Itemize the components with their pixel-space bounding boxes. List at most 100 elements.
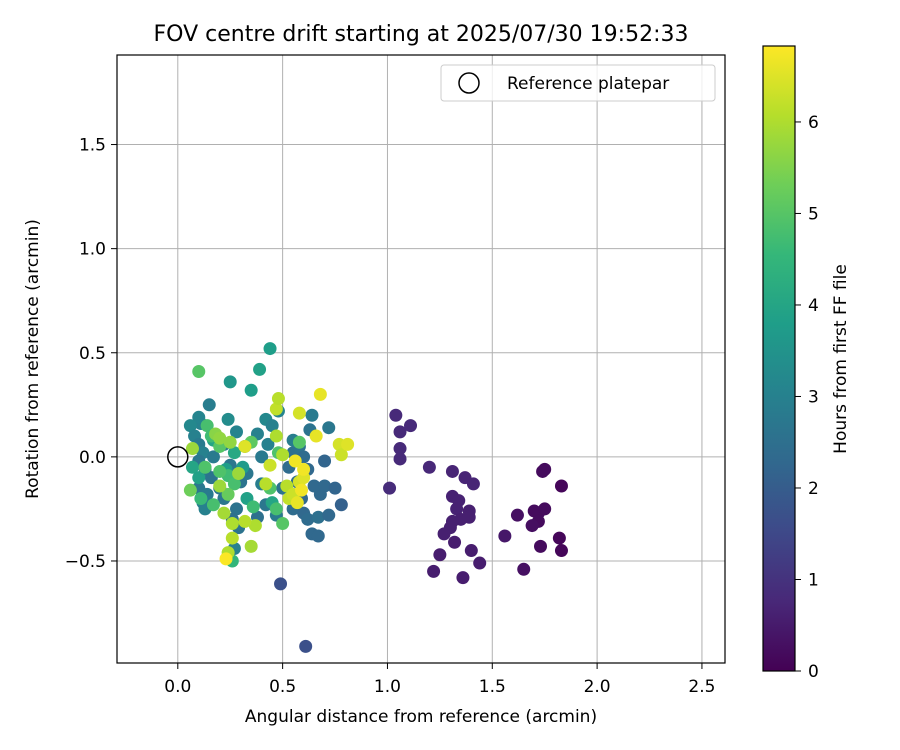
- scatter-point: [536, 464, 550, 478]
- scatter-point: [269, 402, 283, 416]
- scatter-point: [194, 492, 208, 506]
- colorbar-tick-label: 4: [808, 296, 819, 316]
- scatter-points: [183, 342, 568, 653]
- scatter-point: [263, 458, 277, 472]
- scatter-point: [219, 552, 233, 566]
- scatter-point: [238, 514, 252, 528]
- scatter-point: [462, 510, 476, 524]
- scatter-point: [393, 425, 407, 439]
- scatter-point: [259, 477, 273, 491]
- scatter-point: [297, 462, 311, 476]
- scatter-point: [383, 481, 397, 495]
- scatter-point: [227, 477, 241, 491]
- scatter-point: [276, 516, 290, 530]
- scatter-point: [271, 392, 285, 406]
- scatter-point: [217, 506, 231, 520]
- scatter-point: [498, 529, 512, 543]
- scatter-point: [292, 435, 306, 449]
- scatter-point: [427, 564, 441, 578]
- scatter-point: [213, 464, 227, 478]
- scatter-point: [213, 431, 227, 445]
- scatter-point: [244, 383, 258, 397]
- y-tick-label: 1.5: [79, 136, 106, 156]
- scatter-point: [255, 450, 269, 464]
- scatter-point: [238, 439, 252, 453]
- x-tick-label: 2.0: [584, 677, 611, 697]
- scatter-point: [318, 479, 332, 493]
- scatter-point: [322, 421, 336, 435]
- colorbar-gradient: [762, 45, 796, 672]
- scatter-point: [334, 448, 348, 462]
- scatter-point: [393, 442, 407, 456]
- scatter-point: [554, 544, 568, 558]
- scatter-point: [206, 498, 220, 512]
- scatter-point: [510, 508, 524, 522]
- x-tick-label: 0.5: [269, 677, 296, 697]
- colorbar-tick-label: 6: [808, 113, 819, 133]
- colorbar-title: Hours from first FF file: [831, 264, 851, 454]
- colorbar: 0 1 2 3 4 5 6 Hours from first FF file: [762, 45, 851, 682]
- scatter-point: [221, 412, 235, 426]
- scatter-point: [213, 479, 227, 493]
- colorbar-tick-label: 2: [808, 479, 819, 499]
- scatter-point: [221, 487, 235, 501]
- scatter-point: [269, 502, 283, 516]
- x-axis-title: Angular distance from reference (arcmin): [245, 707, 597, 727]
- y-axis-title: Rotation from reference (arcmin): [23, 219, 43, 499]
- scatter-point: [263, 342, 277, 356]
- scatter-point: [232, 467, 246, 481]
- scatter-point: [198, 460, 212, 474]
- scatter-point: [307, 479, 321, 493]
- scatter-point: [473, 556, 487, 570]
- scatter-point: [311, 529, 325, 543]
- scatter-point: [183, 419, 197, 433]
- y-tick-label: 0.0: [79, 448, 106, 468]
- y-axis: −0.5 0.0 0.5 1.0 1.5: [65, 136, 117, 572]
- scatter-point: [445, 464, 459, 478]
- scatter-point: [433, 548, 447, 562]
- scatter-point: [265, 419, 279, 433]
- scatter-point: [464, 544, 478, 558]
- scatter-point: [227, 446, 241, 460]
- scatter-point: [202, 398, 216, 412]
- x-axis: 0.0 0.5 1.0 1.5 2.0 2.5: [164, 663, 715, 697]
- grid: [117, 55, 725, 663]
- scatter-point: [328, 481, 342, 495]
- scatter-point: [448, 535, 462, 549]
- y-tick-label: 0.5: [79, 344, 106, 364]
- scatter-point: [274, 577, 288, 591]
- scatter-point: [248, 519, 262, 533]
- scatter-point: [206, 450, 220, 464]
- legend: Reference platepar: [440, 64, 716, 102]
- x-tick-label: 1.5: [479, 677, 506, 697]
- scatter-point: [311, 510, 325, 524]
- scatter-point: [225, 516, 239, 530]
- x-tick-label: 2.5: [688, 677, 715, 697]
- legend-box: [440, 64, 716, 102]
- scatter-point: [538, 502, 552, 516]
- scatter-point: [292, 406, 306, 420]
- chart-title: FOV centre drift starting at 2025/07/30 …: [154, 22, 689, 47]
- scatter-point: [223, 375, 237, 389]
- scatter-point: [200, 419, 214, 433]
- y-tick-label: −0.5: [65, 552, 106, 572]
- legend-label: Reference platepar: [507, 74, 669, 94]
- scatter-point: [299, 639, 313, 653]
- scatter-point: [534, 539, 548, 553]
- scatter-point: [288, 454, 302, 468]
- colorbar-tick-label: 1: [808, 570, 819, 590]
- scatter-point: [192, 471, 206, 485]
- y-tick-label: 1.0: [79, 240, 106, 260]
- scatter-point: [309, 429, 323, 443]
- scatter-point: [334, 498, 348, 512]
- scatter-point: [301, 512, 315, 526]
- scatter-point: [230, 502, 244, 516]
- scatter-point: [554, 479, 568, 493]
- scatter-point: [185, 460, 199, 474]
- scatter-point: [450, 502, 464, 516]
- scatter-point: [525, 519, 539, 533]
- scatter-point: [456, 571, 470, 585]
- scatter-point: [244, 539, 258, 553]
- scatter-point: [192, 410, 206, 424]
